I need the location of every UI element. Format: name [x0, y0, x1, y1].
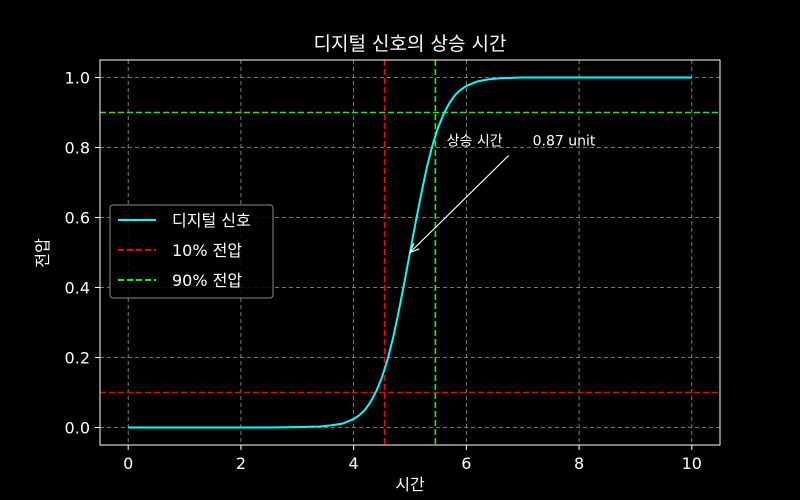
axis-ticks: 0 2 4 6 8 10 0.0 0.2 0.4 0.6 0.8 1.0	[65, 69, 702, 474]
legend-box	[109, 204, 274, 299]
y-tick-label: 0.4	[65, 279, 90, 298]
legend-label-90pct: 90% 전압	[172, 271, 242, 290]
y-tick-label: 0.2	[65, 349, 90, 368]
x-axis-label: 시간	[395, 475, 425, 494]
annotation-arrowhead	[408, 243, 420, 254]
x-tick-label: 0	[123, 454, 133, 473]
legend-label-signal: 디지털 신호	[172, 211, 251, 230]
x-tick-label: 8	[574, 454, 584, 473]
y-tick-label: 0.8	[65, 139, 90, 158]
plot-frame	[99, 59, 721, 446]
reference-lines	[100, 60, 720, 445]
y-tick-label: 0.6	[65, 209, 90, 228]
legend-label-10pct: 10% 전압	[172, 241, 242, 260]
chart-title: 디지털 신호의 상승 시간	[314, 33, 507, 55]
annotation-label: 상승 시간	[447, 134, 503, 150]
y-axis-label: 전압	[33, 238, 52, 268]
x-tick-label: 2	[236, 454, 246, 473]
x-tick-label: 6	[461, 454, 471, 473]
x-tick-label: 10	[682, 454, 702, 473]
annotation-arrow	[409, 155, 510, 253]
x-tick-label: 4	[349, 454, 359, 473]
legend: 디지털 신호 10% 전압 90% 전압	[109, 204, 274, 299]
annotation-value: 0.87 unit	[533, 134, 596, 150]
y-tick-label: 0.0	[65, 419, 90, 438]
rise-time-annotation: 상승 시간 0.87 unit	[408, 134, 596, 254]
y-tick-label: 1.0	[65, 69, 90, 88]
